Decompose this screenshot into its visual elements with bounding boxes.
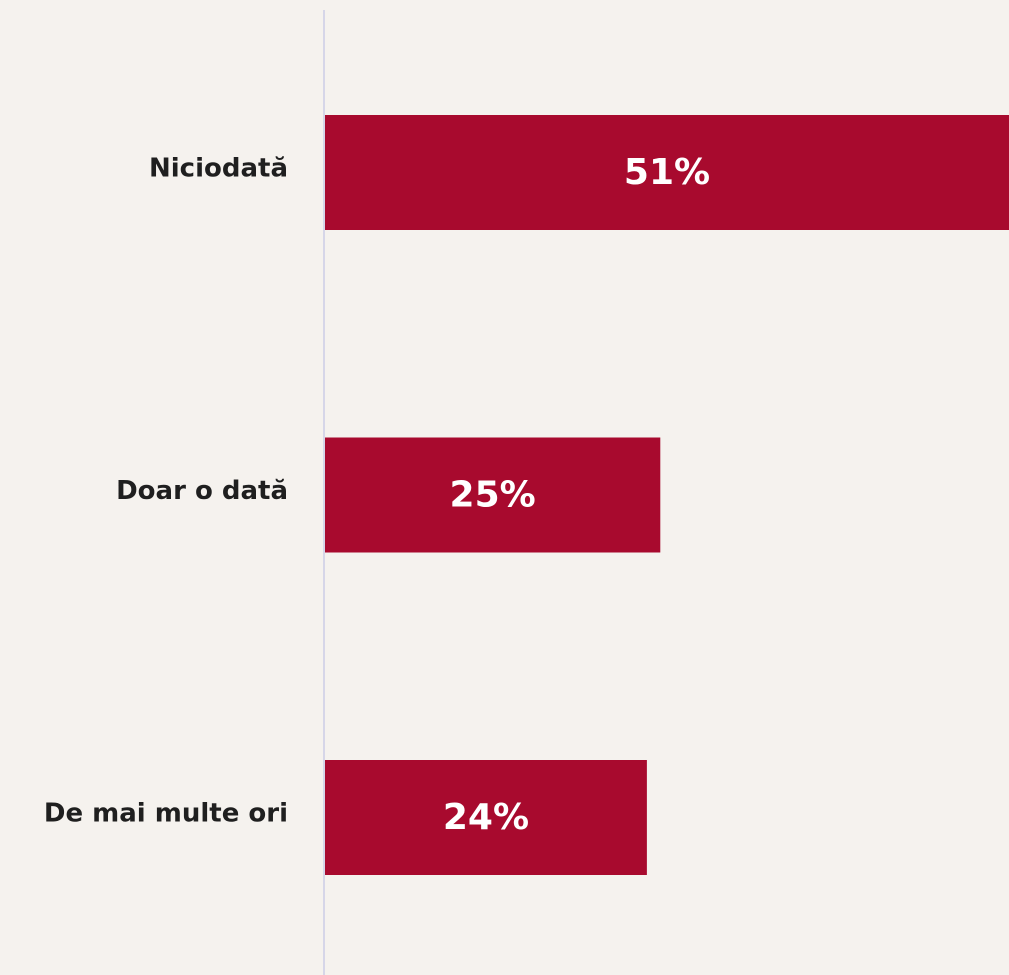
category-label-1: Doar o dată — [116, 476, 288, 506]
bars-group: 51% Niciodată 25% Doar o dată 24% De mai mult… — [44, 115, 1009, 875]
value-label-0: 51% — [624, 152, 710, 193]
value-label-1: 25% — [450, 475, 536, 516]
category-label-2: De mai multe ori — [44, 799, 288, 829]
bar-0 — [325, 115, 1009, 230]
bar-1 — [325, 437, 661, 553]
category-label-0: Niciodată — [149, 154, 288, 184]
value-label-2: 24% — [443, 797, 529, 838]
bar-2 — [325, 760, 647, 875]
